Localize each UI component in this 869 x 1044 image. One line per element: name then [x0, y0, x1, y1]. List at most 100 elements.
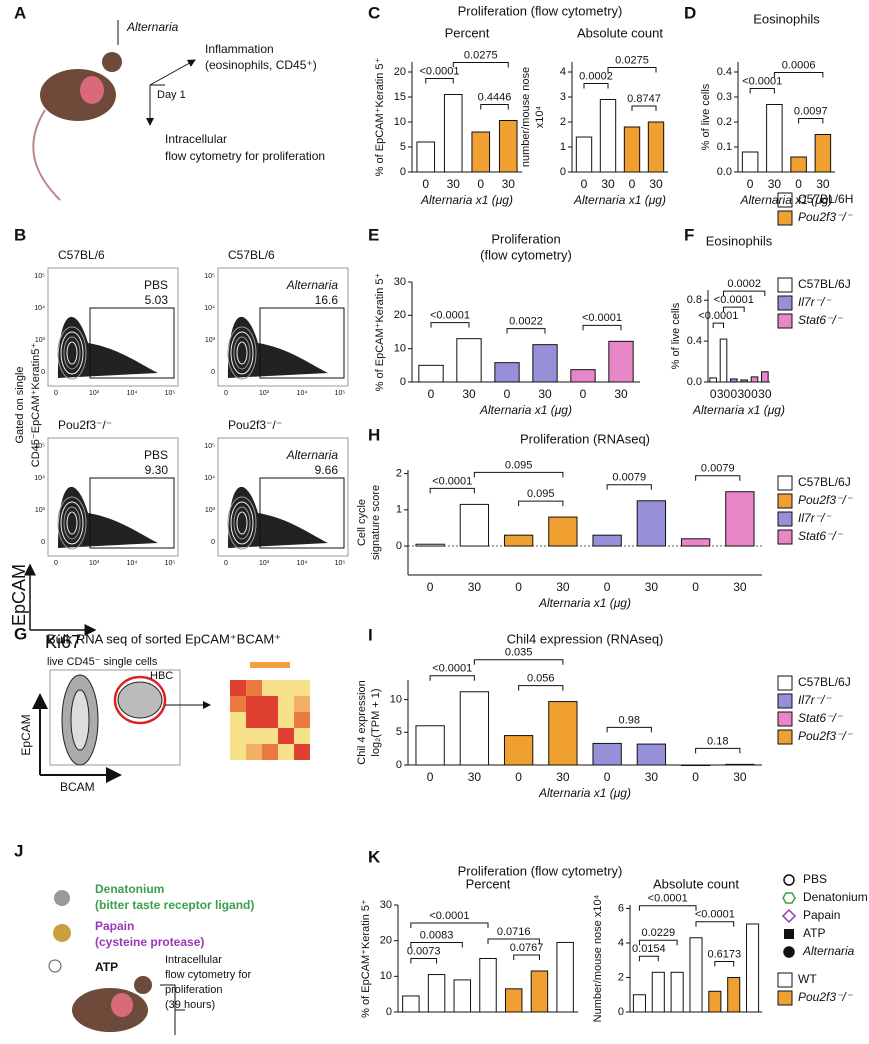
- p-value: 0.0079: [701, 463, 735, 475]
- comparison-bracket: [638, 905, 697, 911]
- legend-swatch: [777, 210, 793, 226]
- p-value: <0.0001: [429, 910, 469, 922]
- outcome: proliferation: [165, 984, 222, 996]
- heat-cell: [294, 696, 310, 712]
- legend-swatch: [777, 729, 793, 745]
- x-tick-label: 0: [504, 387, 511, 401]
- bar: [570, 369, 596, 383]
- legend-label: C57BL/6H: [798, 192, 853, 206]
- x-tick-label: 0: [692, 770, 699, 784]
- heat-cell: [294, 680, 310, 696]
- strain-label: Pou2f3⁻/⁻: [228, 418, 282, 432]
- legend-label: Stat6⁻/⁻: [798, 711, 844, 725]
- comparison-bracket: [429, 487, 475, 494]
- x-tick-label: 0: [604, 770, 611, 784]
- bar: [740, 379, 748, 383]
- comparison-bracket: [425, 78, 454, 84]
- x-tick-label: 30: [645, 770, 659, 784]
- legend-swatch: [777, 972, 793, 988]
- x-tick-label: 30: [758, 387, 772, 401]
- heat-cell: [262, 696, 278, 712]
- bar: [719, 338, 728, 383]
- bar: [592, 742, 622, 766]
- p-value: <0.0001: [742, 75, 782, 87]
- bar: [636, 500, 667, 547]
- legend-label: Pou2f3⁻/⁻: [798, 210, 854, 224]
- p-value: 0.8747: [627, 93, 661, 105]
- y-tick-label: 10³: [205, 507, 216, 514]
- legend-label: Stat6⁻/⁻: [798, 313, 844, 327]
- bar: [680, 764, 711, 766]
- panel-letter: I: [368, 625, 373, 644]
- legend-label: C57BL/6J: [798, 675, 851, 689]
- comparison-bracket: [410, 958, 438, 964]
- y-tick-label: 4: [618, 937, 624, 949]
- y-tick-label: 0: [560, 166, 566, 178]
- bar: [814, 134, 832, 173]
- heat-cell: [230, 680, 246, 696]
- x-tick-label: 0: [795, 177, 802, 191]
- mouse-lung: [80, 76, 104, 104]
- contour: [63, 506, 81, 540]
- x-tick-label: 30: [733, 770, 747, 784]
- p-value: 0.0275: [615, 54, 649, 66]
- legend-swatch: [777, 511, 793, 527]
- bar: [530, 970, 549, 1013]
- panel-letter: K: [368, 847, 381, 866]
- gate: [113, 675, 167, 725]
- y-tick-label: 10⁴: [34, 305, 45, 312]
- plot-frame: [47, 267, 179, 387]
- heat-cell: [246, 680, 262, 696]
- heat-cell: [278, 680, 294, 696]
- x-tick-label: 30: [556, 770, 570, 784]
- x-axis-label: Alternaria x1 (μg): [538, 596, 631, 610]
- y-axis-label: EpCAM: [19, 714, 33, 755]
- x-tick-label: 30: [556, 580, 570, 594]
- y-tick-label: 0: [400, 166, 406, 178]
- y-axis-label: % of EpCAM⁺Keratin 5⁺: [374, 273, 386, 392]
- y-tick-label: 2: [560, 116, 566, 128]
- legend-label: Il7r⁻/⁻: [798, 295, 832, 309]
- bar: [761, 371, 769, 383]
- y-tick-label: 0: [396, 540, 402, 552]
- legend-swatch: [777, 475, 793, 491]
- p-value: 0.095: [505, 459, 533, 471]
- legend-label: Papain: [803, 908, 840, 922]
- p-value: 0.18: [707, 735, 728, 747]
- panel-letter: J: [14, 841, 23, 860]
- x-tick-label: 10³: [89, 560, 100, 567]
- comparison-bracket: [473, 659, 564, 665]
- bar: [504, 988, 523, 1013]
- treatment: PBS: [144, 278, 168, 292]
- y-tick-label: 0.4: [717, 66, 732, 78]
- gate: [259, 477, 345, 549]
- bar: [415, 725, 445, 766]
- comparison-bracket: [723, 290, 766, 297]
- y-axis-label: % of EpCAM⁺Keratin 5⁺: [360, 899, 372, 1018]
- p-value: <0.0001: [698, 310, 738, 322]
- x-tick-label: 0: [515, 580, 522, 594]
- p-value: 0.0002: [727, 278, 761, 290]
- y-tick-label: 5: [396, 726, 402, 738]
- p-value: 0.035: [505, 647, 533, 659]
- p-value: 0.0002: [579, 70, 613, 82]
- panel-letter: E: [368, 225, 379, 244]
- mouse-icon: [40, 69, 116, 121]
- x-tick-label: 10⁵: [335, 560, 346, 567]
- heat-cell: [262, 680, 278, 696]
- comparison-bracket: [631, 105, 657, 111]
- x-tick-label: 0: [422, 177, 429, 191]
- p-value: <0.0001: [432, 663, 472, 675]
- heat-cell: [246, 744, 262, 760]
- heat-cell: [246, 712, 262, 728]
- contour: [60, 501, 84, 545]
- bar: [402, 995, 420, 1013]
- heat-cell: [294, 744, 310, 760]
- compound-name: Denatonium: [95, 882, 164, 896]
- bar: [494, 362, 520, 383]
- p-value: 0.0767: [510, 942, 544, 954]
- heat-cell: [246, 728, 262, 744]
- gate-label: HBC: [150, 670, 173, 682]
- bar: [632, 994, 646, 1013]
- y-tick-label: 10⁴: [34, 475, 45, 482]
